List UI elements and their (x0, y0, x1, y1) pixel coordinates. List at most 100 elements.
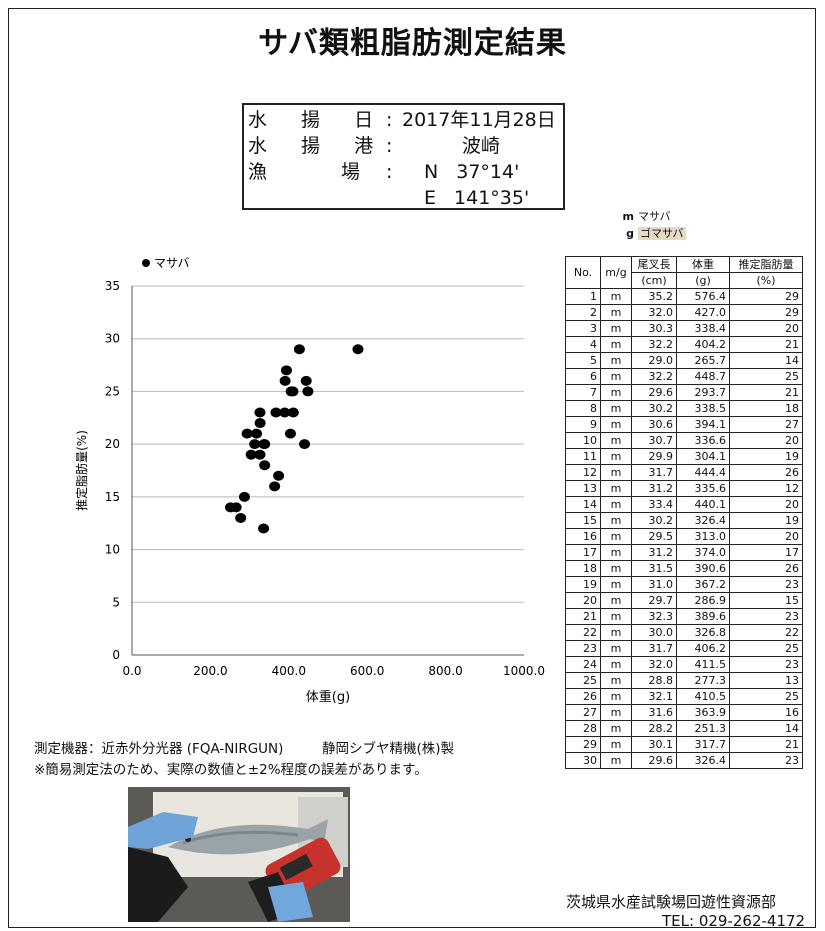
cell-weight: 313.0 (676, 528, 730, 545)
cell-length: 31.7 (631, 464, 677, 481)
instrument-label: 測定機器：近赤外分光器 (FQA-NIRGUN) (34, 741, 284, 757)
cell-species: m (600, 480, 632, 497)
table-row: 8 m 30.2 338.5 18 (565, 400, 803, 417)
instrument-note: 測定機器：近赤外分光器 (FQA-NIRGUN) 静岡シブヤ精機(株)製 (34, 737, 454, 757)
table-row: 5 m 29.0 265.7 14 (565, 352, 803, 369)
cell-fat: 20 (729, 432, 803, 449)
cell-fat: 20 (729, 528, 803, 545)
cell-weight: 440.1 (676, 496, 730, 513)
table-row: 14 m 33.4 440.1 20 (565, 496, 803, 513)
cell-length: 29.0 (631, 352, 677, 369)
cell-species: m (600, 544, 632, 561)
info-label-port: 水 揚 港 (248, 135, 388, 157)
cell-fat: 20 (729, 320, 803, 337)
cell-fat: 23 (729, 656, 803, 673)
table-row: 12 m 31.7 444.4 26 (565, 464, 803, 481)
col-header-length: 尾叉長 (631, 256, 677, 273)
cell-no: 10 (565, 432, 601, 449)
data-point (293, 344, 305, 355)
cell-weight: 390.6 (676, 560, 730, 577)
cell-fat: 26 (729, 464, 803, 481)
data-point (258, 439, 270, 450)
cell-fat: 29 (729, 304, 803, 321)
cell-fat: 19 (729, 448, 803, 465)
info-row-date: 水 揚 日 : 2017年11月28日 (244, 107, 563, 134)
y-tick-label: 20 (105, 437, 120, 451)
cell-length: 31.0 (631, 576, 677, 593)
data-point (254, 449, 266, 460)
info-label-ground: 漁 場 (248, 161, 395, 183)
cell-no: 1 (565, 288, 601, 305)
cell-length: 30.1 (631, 736, 677, 753)
cell-weight: 326.4 (676, 752, 730, 769)
cell-no: 19 (565, 576, 601, 593)
cell-no: 29 (565, 736, 601, 753)
info-value-port: 波崎 (462, 135, 501, 157)
cell-weight: 326.4 (676, 512, 730, 529)
cell-species: m (600, 528, 632, 545)
cell-fat: 21 (729, 384, 803, 401)
cell-weight: 404.2 (676, 336, 730, 353)
cell-length: 31.2 (631, 480, 677, 497)
cell-weight: 444.4 (676, 464, 730, 481)
cell-no: 25 (565, 672, 601, 689)
cell-species: m (600, 640, 632, 657)
table-row: 1 m 35.2 576.4 29 (565, 288, 803, 305)
col-unit-weight: (g) (676, 272, 730, 289)
data-point (254, 407, 266, 418)
data-point (280, 365, 292, 376)
landing-info-box: 水 揚 日 : 2017年11月28日 水 揚 港 : 波崎 漁 場 : N 3… (242, 103, 565, 210)
table-row: 23 m 31.7 406.2 25 (565, 640, 803, 657)
x-tick-label: 600.0 (350, 664, 384, 678)
cell-weight: 317.7 (676, 736, 730, 753)
data-point (300, 375, 312, 386)
col-header-fat: 推定脂肪量 (729, 256, 803, 273)
species-code-m: m マサバ (622, 210, 671, 223)
page-title: サバ類粗脂肪測定結果 (258, 26, 567, 61)
cell-length: 30.7 (631, 432, 677, 449)
cell-length: 32.1 (631, 688, 677, 705)
cell-species: m (600, 736, 632, 753)
x-tick-label: 0.0 (122, 664, 141, 678)
cell-species: m (600, 384, 632, 401)
cell-species: m (600, 608, 632, 625)
cell-fat: 23 (729, 752, 803, 769)
cell-fat: 29 (729, 288, 803, 305)
table-row: 15 m 30.2 326.4 19 (565, 512, 803, 529)
cell-weight: 326.8 (676, 624, 730, 641)
legend-marker (142, 259, 150, 267)
info-value-lon: E 141°35' (424, 187, 530, 209)
cell-fat: 23 (729, 608, 803, 625)
cell-length: 32.3 (631, 608, 677, 625)
cell-species: m (600, 320, 632, 337)
cell-length: 32.0 (631, 656, 677, 673)
cell-fat: 19 (729, 512, 803, 529)
cell-length: 31.5 (631, 560, 677, 577)
cell-weight: 410.5 (676, 688, 730, 705)
table-row: 17 m 31.2 374.0 17 (565, 544, 803, 561)
data-point (245, 449, 257, 460)
cell-no: 17 (565, 544, 601, 561)
table-row: 18 m 31.5 390.6 26 (565, 560, 803, 577)
y-tick-label: 30 (105, 332, 120, 346)
info-row-ground: 漁 場 : N 37°14' (244, 159, 563, 186)
legend-label: マサバ (154, 256, 190, 270)
cell-species: m (600, 288, 632, 305)
cell-species: m (600, 432, 632, 449)
data-point (238, 491, 250, 502)
cell-species: m (600, 720, 632, 737)
cell-length: 28.2 (631, 720, 677, 737)
cell-weight: 335.6 (676, 480, 730, 497)
table-row: 2 m 32.0 427.0 29 (565, 304, 803, 321)
cell-species: m (600, 448, 632, 465)
col-unit-length: (cm) (631, 272, 677, 289)
cell-fat: 21 (729, 336, 803, 353)
x-tick-label: 200.0 (193, 664, 227, 678)
cell-no: 6 (565, 368, 601, 385)
cell-length: 35.2 (631, 288, 677, 305)
table-row: 27 m 31.6 363.9 16 (565, 704, 803, 721)
fat-weight-scatter-chart: 0 5 10 15 20 25 30 35 0.0 200.0 400.0 600.0 800.0 100… (74, 256, 545, 705)
cell-species: m (600, 336, 632, 353)
cell-weight: 374.0 (676, 544, 730, 561)
cell-species: m (600, 304, 632, 321)
